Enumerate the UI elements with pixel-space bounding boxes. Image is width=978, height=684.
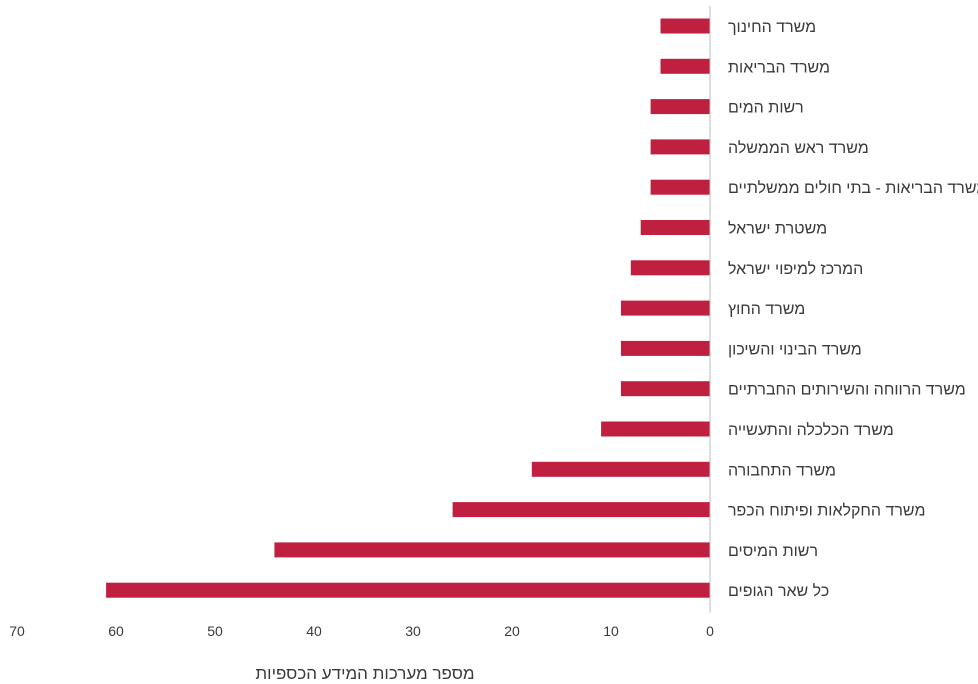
x-tick-label-10: 10 bbox=[603, 623, 619, 639]
x-tick-label-50: 50 bbox=[207, 623, 223, 639]
category-label-8: משרד החוץ bbox=[728, 301, 805, 318]
bar-8 bbox=[620, 300, 710, 316]
category-label-2: משרד הבריאות bbox=[728, 59, 830, 76]
category-label-12: משרד התחבורה bbox=[728, 462, 836, 479]
category-label-6: משטרת ישראל bbox=[728, 220, 827, 238]
x-tick-label-20: 20 bbox=[504, 623, 520, 639]
category-label-13: משרד החקלאות ופיתוח הכפר bbox=[728, 502, 925, 520]
category-label-10: משרד הרווחה והשירותים החברתיים bbox=[728, 382, 966, 399]
category-label-14: רשות המיסים bbox=[728, 543, 818, 560]
bar-6 bbox=[640, 220, 710, 235]
bar-9 bbox=[620, 340, 710, 356]
bar-11 bbox=[601, 421, 710, 437]
category-label-11: משרד הכלכלה והתעשייה bbox=[728, 421, 894, 439]
category-label-5: משרד הבריאות - בתי חולים ממשלתיים bbox=[728, 179, 978, 197]
category-label-9: משרד הבינוי והשיכון bbox=[728, 341, 862, 358]
bar-14 bbox=[274, 542, 710, 558]
x-tick-label-40: 40 bbox=[306, 623, 322, 639]
category-labels-group: משרד החינוך משרד הבריאות רשות המים משרד ראש… bbox=[728, 19, 978, 600]
bar-12 bbox=[531, 461, 710, 477]
x-tick-label-0: 0 bbox=[706, 623, 714, 639]
bar-10 bbox=[620, 381, 710, 397]
x-tick-label-30: 30 bbox=[405, 623, 421, 639]
category-label-1: משרד החינוך bbox=[728, 19, 816, 36]
x-tick-labels-group: 70 60 50 40 30 20 10 0 bbox=[9, 623, 714, 639]
x-tick-label-60: 60 bbox=[108, 623, 124, 639]
bar-1 bbox=[660, 18, 710, 34]
category-label-3: רשות המים bbox=[728, 100, 804, 117]
bar-15 bbox=[106, 582, 711, 598]
category-label-15: כל שאר הגופים bbox=[728, 582, 829, 600]
bars-group bbox=[106, 18, 711, 598]
x-tick-label-70: 70 bbox=[9, 623, 25, 639]
category-label-4: משרד ראש הממשלה bbox=[728, 139, 869, 157]
bar-7 bbox=[630, 260, 710, 276]
bar-4 bbox=[650, 139, 710, 155]
category-label-7: המרכז למיפוי ישראל bbox=[728, 260, 863, 278]
bar-13 bbox=[452, 502, 710, 518]
bar-2 bbox=[660, 58, 710, 74]
bar-3 bbox=[650, 99, 710, 115]
bar-5 bbox=[650, 179, 710, 195]
x-axis-title: מספר מערכות המידע הכספיות bbox=[255, 664, 474, 683]
